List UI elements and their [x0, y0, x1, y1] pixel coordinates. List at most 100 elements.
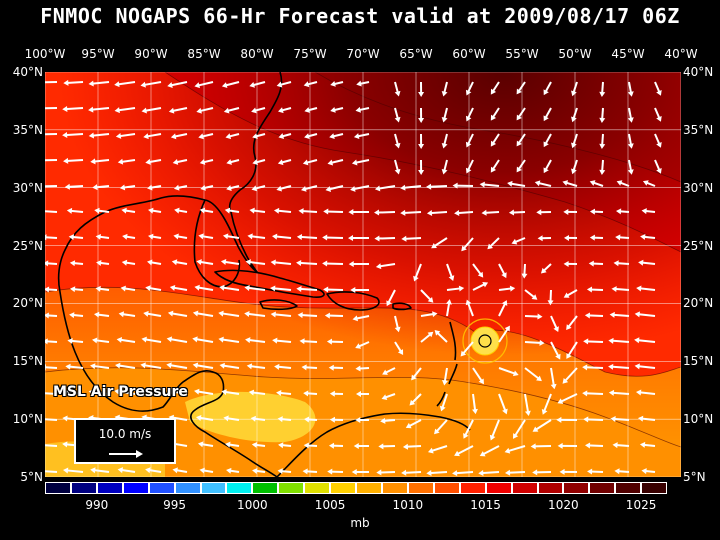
wind-arrow-icon	[348, 209, 370, 216]
wind-arrow-icon	[534, 180, 552, 187]
wind-arrow-icon	[472, 263, 484, 278]
wind-arrow-icon	[145, 467, 162, 474]
wind-arrow-icon	[608, 363, 630, 370]
wind-arrow-icon	[195, 415, 214, 421]
colorbar-swatch	[356, 482, 382, 494]
wind-arrow-icon	[276, 185, 292, 192]
wind-arrow-icon	[401, 235, 422, 242]
wind-arrow-icon	[270, 285, 292, 292]
wind-arrow-icon	[446, 285, 465, 292]
wind-arrow-icon	[270, 311, 292, 318]
wind-arrow-icon	[608, 389, 630, 396]
longitude-label: 50°W	[558, 47, 592, 61]
wind-arrow-icon	[92, 184, 110, 191]
wind-arrow-icon	[356, 80, 370, 87]
wind-arrow-icon	[114, 81, 136, 88]
wind-arrow-icon	[550, 367, 557, 390]
wind-arrow-icon	[45, 286, 58, 293]
wind-arrow-icon	[627, 81, 634, 97]
wind-arrow-icon	[199, 207, 214, 214]
wind-arrow-icon	[301, 364, 318, 371]
wind-arrow-icon	[411, 367, 422, 381]
wind-arrow-icon	[45, 260, 58, 267]
wind-arrow-icon	[245, 337, 266, 344]
colorbar-label: 990	[85, 498, 109, 512]
longitude-label: 45°W	[611, 47, 645, 61]
latitude-label-left: 20°N	[12, 296, 43, 311]
wind-arrow-icon	[479, 445, 500, 457]
wind-arrow-icon	[378, 443, 396, 450]
wind-arrow-icon	[386, 289, 396, 307]
wind-arrow-icon	[348, 261, 370, 268]
wind-arrow-icon	[516, 107, 526, 121]
wind-arrow-icon	[654, 107, 662, 122]
wind-arrow-icon	[439, 393, 448, 412]
wind-arrow-icon	[589, 180, 604, 187]
colorbar-swatch	[96, 482, 123, 494]
wind-arrow-icon	[431, 237, 448, 249]
wind-arrow-icon	[460, 341, 474, 357]
wind-arrow-icon	[172, 159, 188, 165]
wind-arrow-icon	[249, 207, 266, 214]
latitude-label-right: 5°N	[683, 470, 706, 484]
colorbar-units: mb	[350, 516, 370, 530]
wind-arrow-icon	[400, 209, 422, 216]
wind-arrow-icon	[296, 285, 318, 292]
wind-arrow-icon	[121, 207, 136, 214]
wind-arrow-icon	[145, 285, 162, 292]
wind-arrow-icon	[90, 467, 110, 474]
wind-arrow-icon	[615, 208, 630, 215]
wind-arrow-icon	[278, 107, 292, 114]
latitude-label-right: 40°N	[683, 65, 714, 79]
wind-arrow-icon	[65, 363, 84, 370]
colorbar-swatch	[252, 482, 279, 494]
wind-arrow-icon	[394, 341, 404, 355]
wind-arrow-icon	[330, 80, 344, 87]
colorbar-swatch	[511, 482, 538, 494]
wind-arrow-icon	[537, 235, 552, 242]
wind-arrow-icon	[418, 81, 425, 97]
wind-arrow-icon	[329, 416, 344, 423]
wind-arrow-icon	[479, 181, 500, 188]
wind-arrow-icon	[507, 180, 526, 187]
wind-arrow-icon	[586, 286, 604, 293]
wind-arrow-icon	[504, 445, 526, 454]
wind-arrow-icon	[145, 158, 162, 165]
wind-arrow-icon	[273, 207, 292, 214]
wind-arrow-icon	[583, 416, 604, 423]
wind-arrow-icon	[611, 286, 630, 293]
wind-arrow-icon	[490, 81, 500, 95]
wind-arrow-icon	[277, 468, 292, 475]
wind-arrow-icon	[524, 393, 531, 417]
wind-arrow-icon	[524, 367, 542, 382]
wind-arrow-icon	[271, 233, 292, 240]
wind-arrow-icon	[45, 392, 58, 395]
colorbar-swatch	[122, 482, 149, 494]
wind-arrow-icon	[355, 391, 370, 398]
wind-arrow-icon	[513, 419, 526, 439]
wind-arrow-icon	[252, 159, 266, 165]
wind-arrow-icon	[325, 185, 344, 192]
wind-arrow-icon	[68, 234, 84, 241]
wind-arrow-icon	[170, 133, 188, 140]
wind-arrow-icon	[140, 362, 162, 369]
wind-arrow-icon	[582, 390, 604, 397]
wind-arrow-icon	[420, 311, 438, 318]
wind-arrow-icon	[252, 133, 266, 140]
colorbar-label: 1010	[392, 498, 424, 512]
wind-arrow-icon	[454, 209, 474, 216]
colorbar-swatch	[200, 482, 227, 494]
wind-arrow-icon	[524, 339, 545, 346]
wind-arrow-icon	[302, 468, 318, 475]
wind-arrow-icon	[374, 209, 396, 216]
wind-arrow-icon	[634, 363, 656, 370]
wind-arrow-icon	[45, 81, 58, 84]
wind-arrow-icon	[45, 338, 58, 345]
wind-arrow-icon	[394, 315, 401, 333]
wind-arrow-icon	[348, 235, 370, 242]
wind-arrow-icon	[639, 441, 656, 448]
wind-arrow-icon	[516, 81, 526, 95]
wind-arrow-icon	[441, 159, 448, 175]
wind-arrow-icon	[94, 311, 110, 318]
wind-arrow-icon	[413, 263, 422, 282]
